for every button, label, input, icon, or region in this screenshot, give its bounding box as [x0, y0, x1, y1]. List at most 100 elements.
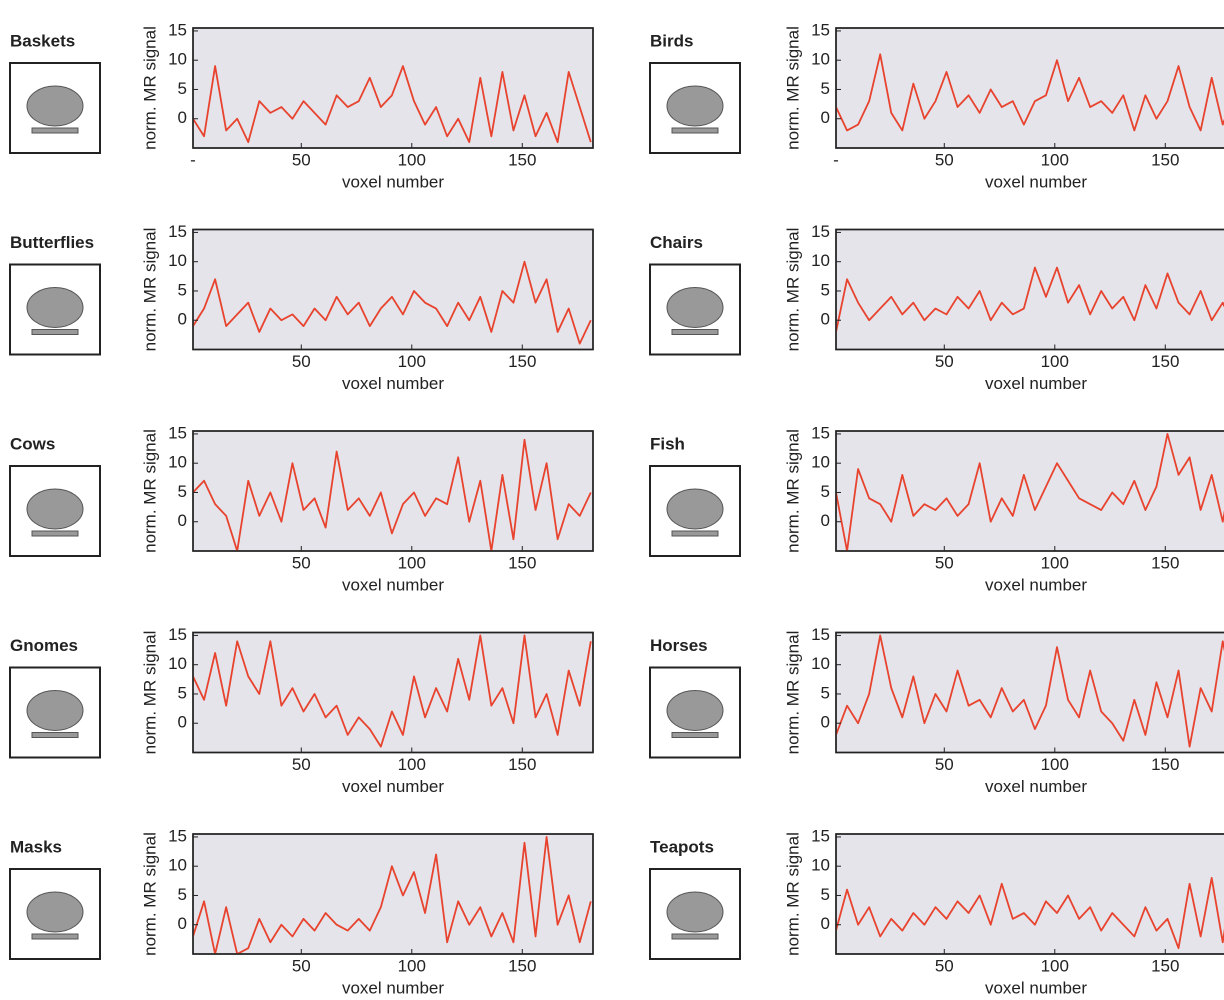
- y-tick-label: 5: [178, 683, 187, 702]
- x-tick-label: 150: [508, 352, 536, 371]
- x-tick-label: 100: [398, 352, 426, 371]
- icon-frame: [649, 666, 741, 759]
- icon-base: [671, 127, 719, 134]
- panel: Masks 0 5 10 15 50 100 150 voxel number norm. MR …: [9, 826, 594, 997]
- y-tick-label: 15: [811, 222, 830, 241]
- y-axis-label: norm. MR signal: [140, 228, 159, 352]
- y-tick-label: 5: [178, 482, 187, 501]
- category-name: Chairs: [650, 233, 703, 252]
- y-axis-label: norm. MR signal: [783, 429, 802, 553]
- plot-area: [835, 430, 1224, 552]
- stimulus-icon: [9, 62, 101, 154]
- panel: Fish 0 5 10 15 50 100 150 voxel number norm. MR s…: [649, 423, 1224, 594]
- x-tick-label: 100: [398, 755, 426, 774]
- x-tick-label: 150: [1151, 956, 1179, 975]
- x-tick-label: 50: [935, 553, 954, 572]
- y-axis-label: norm. MR signal: [140, 832, 159, 956]
- x-axis-label: voxel number: [342, 575, 444, 594]
- y-tick-label: 10: [168, 654, 187, 673]
- category-name: Horses: [650, 636, 708, 655]
- icon-shape: [26, 690, 84, 731]
- y-tick-label: 5: [821, 280, 830, 299]
- x-axis-label: voxel number: [985, 172, 1087, 191]
- x-tick-label: 50: [292, 150, 311, 169]
- panel: Teapots 0 5 10 15 50 100 150 voxel number norm. M…: [649, 826, 1224, 997]
- x-tick-label: 50: [935, 150, 954, 169]
- x-tick-label: 50: [292, 553, 311, 572]
- plot-content: [836, 433, 1224, 551]
- series-line: [836, 634, 1224, 748]
- plot-content: [836, 877, 1224, 950]
- series-line: [836, 877, 1224, 950]
- x-axis-label: voxel number: [342, 374, 444, 393]
- y-tick-label: 5: [821, 482, 830, 501]
- series-line: [193, 260, 592, 345]
- stimulus-icon: [9, 263, 101, 356]
- y-tick-label: 5: [821, 683, 830, 702]
- x-tick-label: 150: [1151, 755, 1179, 774]
- y-tick-label: 15: [168, 625, 187, 644]
- plot-content: [836, 53, 1224, 132]
- x-tick-label: 150: [508, 553, 536, 572]
- icon-shape: [666, 488, 724, 530]
- icon-base: [31, 732, 79, 738]
- icon-base: [671, 530, 719, 537]
- category-name: Cows: [10, 434, 55, 453]
- icon-shape: [26, 488, 84, 530]
- icon-base: [31, 127, 79, 134]
- icon-shape: [26, 287, 84, 328]
- x-tick-label: 50: [935, 956, 954, 975]
- x-axis-label: voxel number: [985, 374, 1087, 393]
- panel: Birds 0 5 10 15 - 50 100 150 voxel number norm. MR…: [649, 20, 1224, 191]
- category-name: Teapots: [650, 837, 714, 856]
- y-tick-label: 10: [168, 251, 187, 270]
- series-line: [193, 836, 592, 954]
- plot-content: [193, 438, 592, 551]
- x-tick-label: 50: [935, 755, 954, 774]
- stimulus-icon: [649, 62, 741, 154]
- x-axis-label: voxel number: [985, 777, 1087, 796]
- panel: Horses 0 5 10 15 50 100 150 voxel number norm. MR…: [649, 625, 1224, 796]
- x-tick-label: 100: [1041, 553, 1069, 572]
- stimulus-icon: [649, 263, 741, 356]
- plot-border: [835, 833, 1224, 955]
- category-name: Birds: [650, 31, 693, 50]
- icon-shape: [666, 287, 724, 328]
- plot-area: [835, 631, 1224, 754]
- y-axis-label: norm. MR signal: [140, 26, 159, 150]
- series-line: [193, 438, 592, 551]
- category-name: Masks: [10, 837, 62, 856]
- plot-area: [835, 27, 1224, 149]
- icon-shape: [666, 690, 724, 731]
- icon-shape: [666, 891, 724, 933]
- x-axis-label: voxel number: [342, 978, 444, 997]
- icon-base: [31, 933, 79, 940]
- y-tick-label: 15: [811, 826, 830, 845]
- x-tick-label: 150: [508, 956, 536, 975]
- y-tick-label: 10: [168, 50, 187, 69]
- y-tick-label: 0: [178, 310, 187, 329]
- plot-content: [193, 836, 592, 954]
- y-tick-label: 10: [811, 654, 830, 673]
- y-tick-label: 0: [178, 914, 187, 933]
- category-name: Fish: [650, 434, 685, 453]
- series-line: [836, 433, 1224, 551]
- y-tick-label: 15: [168, 20, 187, 39]
- y-tick-label: 15: [168, 423, 187, 442]
- x-axis-label: voxel number: [342, 172, 444, 191]
- plot-border: [192, 430, 594, 552]
- panel: Cows 0 5 10 15 50 100 150 voxel number norm. MR s…: [9, 423, 594, 594]
- y-tick-label: 0: [821, 108, 830, 127]
- category-name: Gnomes: [10, 636, 78, 655]
- stimulus-icon: [649, 868, 741, 960]
- plot-border: [192, 228, 594, 351]
- plot-content: [193, 65, 592, 144]
- x-axis-label: voxel number: [985, 978, 1087, 997]
- y-tick-label: 0: [178, 511, 187, 530]
- stimulus-icon: [9, 465, 101, 557]
- stimulus-icon: [9, 666, 101, 759]
- category-name: Baskets: [10, 31, 75, 50]
- y-tick-label: 15: [811, 625, 830, 644]
- x-tick-label: 50: [292, 352, 311, 371]
- series-line: [193, 65, 592, 144]
